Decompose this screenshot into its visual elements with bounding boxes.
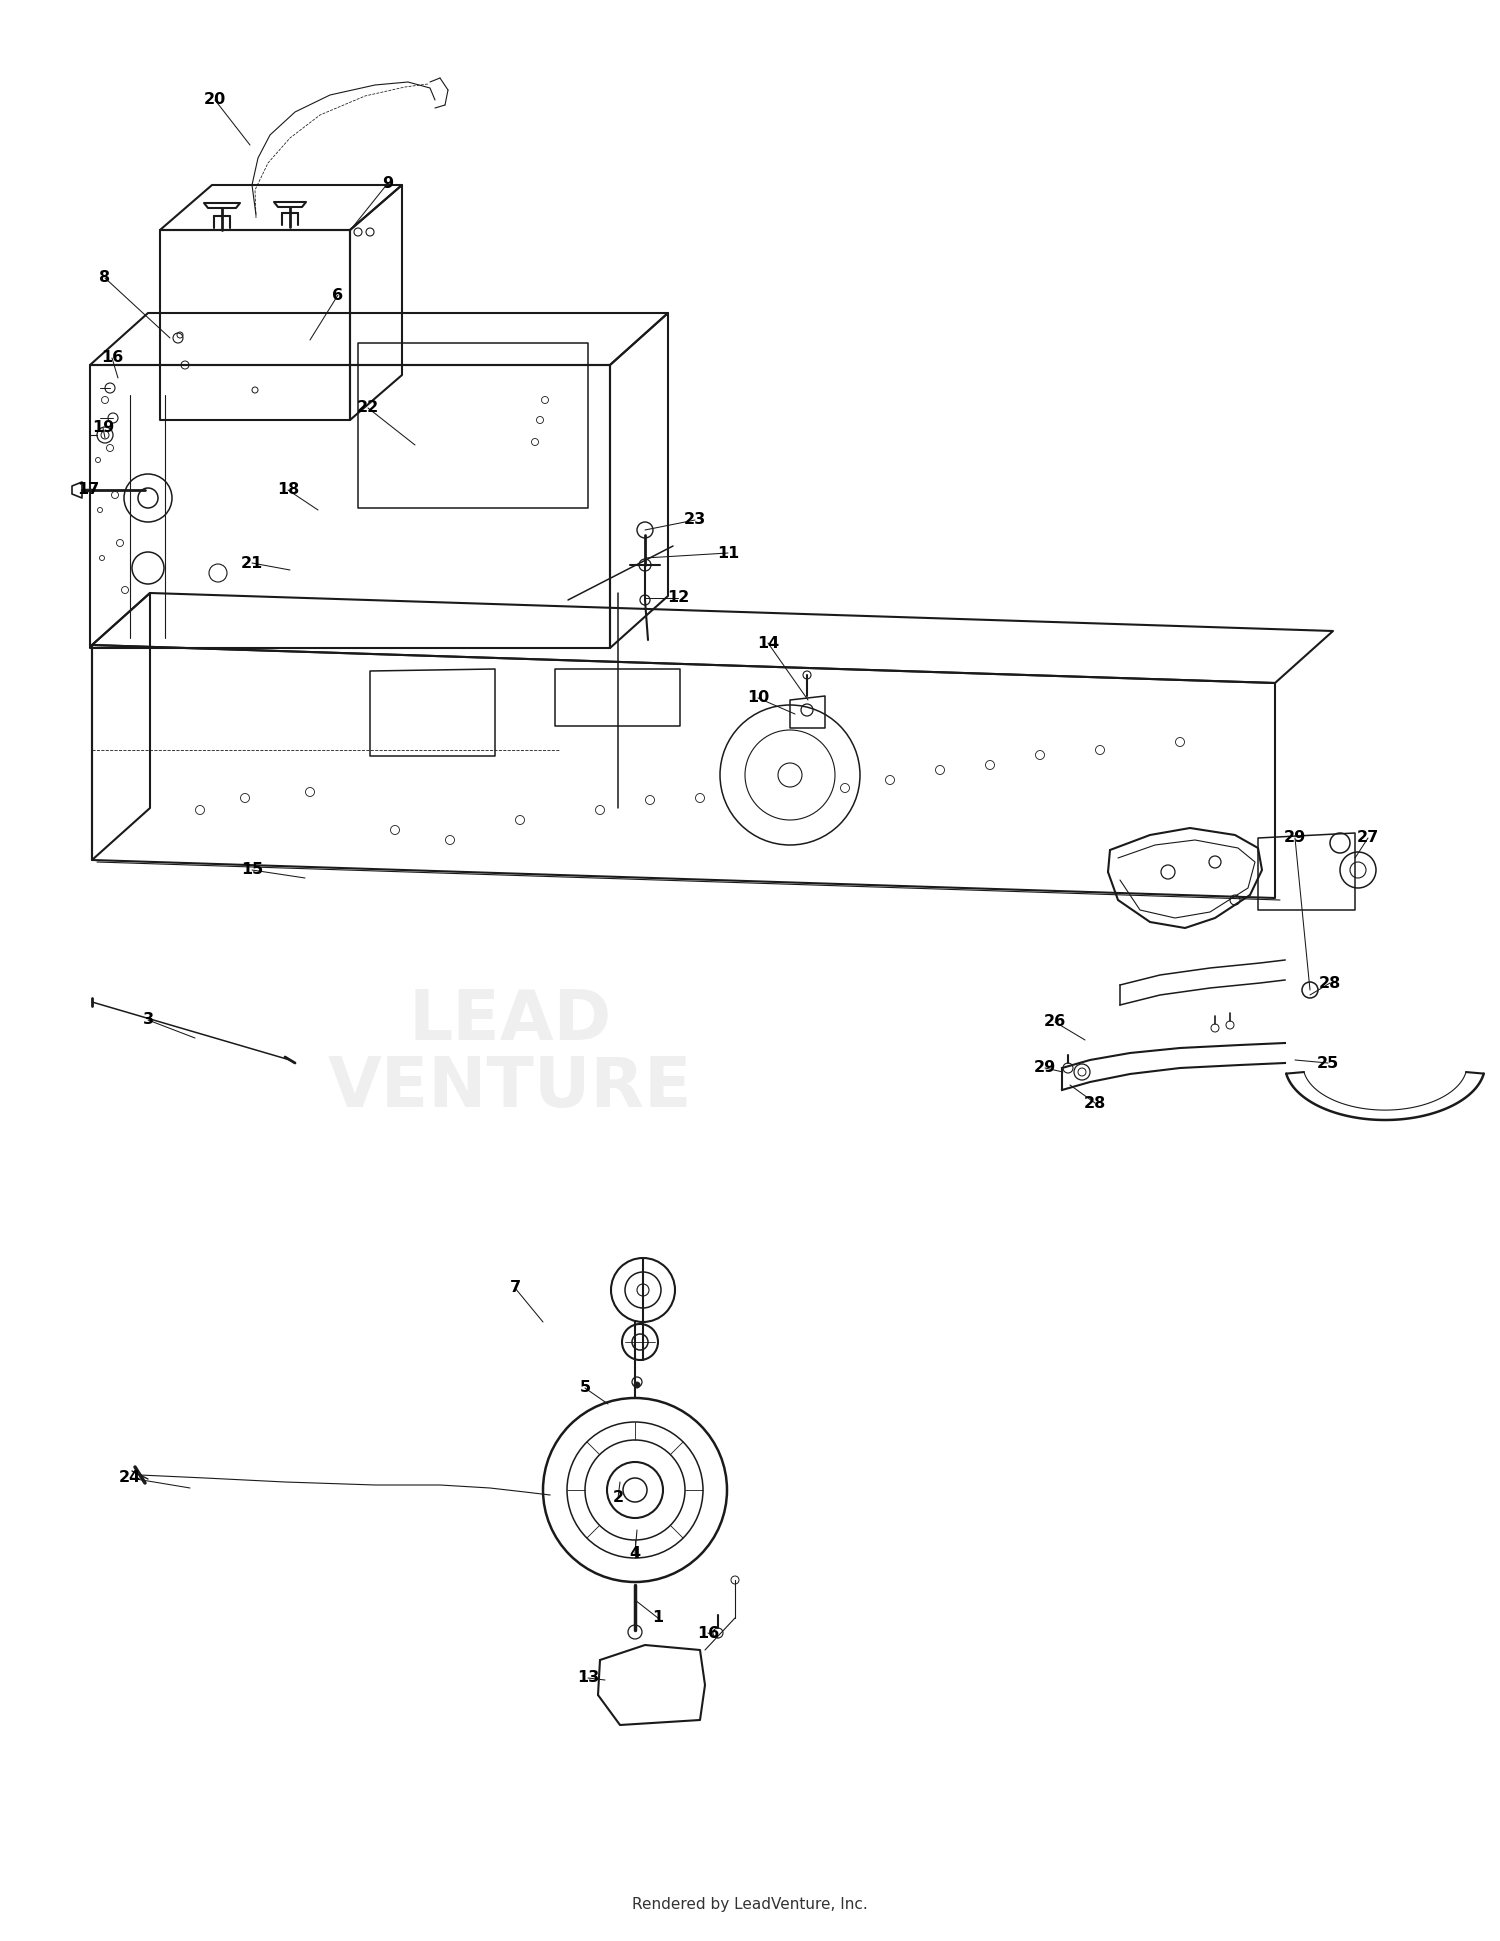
- Text: 29: 29: [1284, 831, 1306, 846]
- Text: 4: 4: [630, 1545, 640, 1561]
- Text: 20: 20: [204, 93, 226, 107]
- Text: 16: 16: [100, 351, 123, 365]
- Text: 26: 26: [1044, 1015, 1066, 1029]
- Text: 25: 25: [1317, 1056, 1340, 1071]
- Text: 14: 14: [758, 635, 778, 650]
- Text: 12: 12: [668, 590, 688, 606]
- Text: 15: 15: [242, 862, 262, 877]
- Text: 23: 23: [684, 512, 706, 528]
- Text: 29: 29: [1034, 1060, 1056, 1075]
- Text: 22: 22: [357, 400, 380, 415]
- Text: 13: 13: [578, 1671, 598, 1685]
- Text: LEAD: LEAD: [408, 986, 612, 1054]
- Text: 5: 5: [579, 1380, 591, 1396]
- Text: 17: 17: [76, 483, 99, 497]
- Text: 6: 6: [333, 287, 344, 303]
- Text: 9: 9: [382, 175, 393, 190]
- Text: 1: 1: [652, 1611, 663, 1625]
- Text: 10: 10: [747, 691, 770, 705]
- Text: 28: 28: [1318, 976, 1341, 990]
- Text: VENTURE: VENTURE: [327, 1054, 692, 1122]
- Text: 3: 3: [142, 1013, 153, 1027]
- Text: 27: 27: [1358, 831, 1378, 846]
- Text: 21: 21: [242, 555, 262, 571]
- Text: 7: 7: [510, 1281, 520, 1295]
- Text: 8: 8: [99, 270, 111, 285]
- Text: 24: 24: [118, 1471, 141, 1485]
- Text: 18: 18: [278, 483, 298, 497]
- Circle shape: [634, 1382, 640, 1388]
- Text: Rendered by LeadVenture, Inc.: Rendered by LeadVenture, Inc.: [632, 1898, 868, 1912]
- Text: 16: 16: [698, 1625, 718, 1640]
- Text: 2: 2: [612, 1491, 624, 1506]
- Text: 11: 11: [717, 545, 740, 561]
- Text: 19: 19: [92, 421, 114, 435]
- Text: 28: 28: [1084, 1095, 1106, 1110]
